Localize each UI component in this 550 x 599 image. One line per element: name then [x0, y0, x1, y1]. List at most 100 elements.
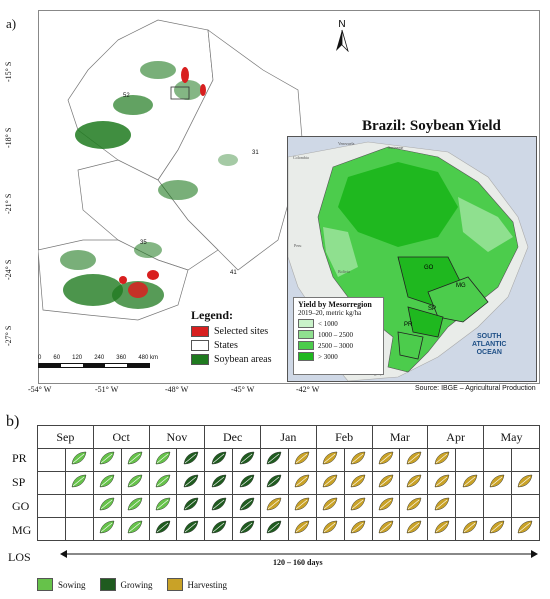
scale-tick: 240	[94, 355, 105, 361]
selected-sites	[119, 67, 206, 298]
legend-harvesting: Harvesting	[166, 578, 227, 591]
leaf-icon	[127, 451, 143, 465]
map-legend: Legend: Selected sites States Soybean ar…	[191, 308, 291, 368]
inset-state-SP: SP	[428, 306, 436, 312]
calendar-cell	[204, 494, 234, 518]
leaf-icon	[378, 474, 394, 488]
calendar-cell	[232, 494, 261, 518]
calendar-cell	[287, 471, 317, 495]
calendar-cell	[176, 471, 206, 495]
leaf-icon	[127, 520, 143, 534]
calendar-cell	[343, 448, 373, 472]
leaf-icon	[239, 520, 254, 534]
calendar-body	[37, 448, 541, 541]
leaf-icon	[378, 451, 394, 465]
calendar-cell	[510, 494, 541, 518]
legend-item-selected-sites: Selected sites	[191, 326, 291, 337]
calendar-cell	[232, 517, 261, 541]
calendar-cell	[204, 471, 234, 495]
calendar-cell	[204, 517, 234, 541]
month-header: Oct	[92, 425, 150, 449]
calendar-cell	[204, 448, 234, 472]
inset-legend-title: Yield by Mesorregion	[298, 300, 372, 309]
calendar-cell	[371, 517, 401, 541]
calendar-cell	[120, 448, 150, 472]
calendar-cell	[120, 471, 150, 495]
month-header: Mar	[371, 425, 429, 449]
leaf-icon	[350, 474, 366, 488]
north-label: N	[338, 19, 345, 30]
ocean-label: SOUTH ATLANTIC OCEAN	[472, 333, 507, 356]
leaf-icon	[434, 520, 449, 534]
leaf-icon	[155, 520, 171, 534]
calendar-cell	[455, 471, 484, 495]
leaf-icon	[518, 474, 533, 488]
row-label-PR: PR	[12, 451, 27, 465]
calendar-cell	[148, 448, 178, 472]
calendar-cell	[232, 448, 261, 472]
calendar-cell	[37, 517, 66, 541]
leaf-icon	[99, 520, 115, 534]
leaf-icon	[295, 474, 310, 488]
calendar-cell	[483, 471, 512, 495]
calendar-cell	[64, 448, 94, 472]
calendar-cell	[64, 471, 94, 495]
leaf-icon	[378, 520, 394, 534]
leaf-icon	[350, 497, 366, 511]
leaf-icon	[127, 474, 143, 488]
main-map	[38, 19, 304, 321]
scale-tick: 120	[72, 355, 83, 361]
calendar-cell	[120, 517, 150, 541]
leaf-icon	[434, 451, 449, 465]
leaf-icon	[267, 474, 282, 488]
calendar-cell	[343, 494, 373, 518]
country-label: Venezuela	[338, 141, 355, 146]
calendar-cell	[371, 494, 401, 518]
calendar-cell	[399, 471, 429, 495]
lon-tick: -51° W	[95, 385, 119, 394]
legend-item-soybean-areas: Soybean areas	[191, 354, 291, 365]
inset-legend: Yield by Mesorregion 2019–20, metric kg/…	[293, 297, 384, 375]
calendar-cell	[37, 494, 66, 518]
leaf-icon	[406, 451, 422, 465]
source-note: Source: IBGE – Agricultural Production	[415, 385, 536, 392]
leaf-icon	[99, 497, 115, 511]
calendar-cell	[455, 494, 484, 518]
leaf-icon	[295, 451, 310, 465]
leaf-icon	[72, 474, 87, 488]
row-label-MG: MG	[12, 523, 32, 537]
row-label-SP: SP	[12, 475, 26, 489]
state-code-52: 52	[123, 93, 130, 99]
calendar-cell	[176, 448, 206, 472]
calendar-cell	[92, 471, 122, 495]
calendar-cell	[260, 448, 289, 472]
month-header: May	[483, 425, 540, 449]
scale-tick: 480 km	[138, 355, 158, 361]
calendar-cell	[399, 517, 429, 541]
leaf-icon	[239, 497, 254, 511]
month-header: Feb	[315, 425, 373, 449]
calendar-cell	[510, 517, 541, 541]
calendar-cell	[148, 494, 178, 518]
leaf-icon	[267, 520, 282, 534]
calendar-cell	[260, 517, 289, 541]
lon-tick: -48° W	[165, 385, 189, 394]
calendar-row	[37, 517, 541, 541]
calendar-cell	[483, 448, 512, 472]
scale-tick: 60	[53, 355, 61, 361]
leaf-icon	[462, 474, 477, 488]
leaf-icon	[239, 474, 254, 488]
month-header: Apr	[427, 425, 484, 449]
leaf-icon	[183, 497, 199, 511]
leaf-icon	[211, 474, 226, 488]
lat-tick: -24° S	[4, 259, 13, 280]
leaf-icon	[183, 520, 199, 534]
lat-tick: -27° S	[4, 325, 13, 346]
leaf-icon	[406, 520, 422, 534]
map-legend-title: Legend:	[191, 308, 233, 322]
inset-title: Brazil: Soybean Yield	[362, 118, 501, 134]
panel-a-label: a)	[6, 16, 17, 31]
lon-tick: -54° W	[28, 385, 52, 394]
legend-item-states: States	[191, 340, 291, 351]
leaf-icon	[462, 520, 477, 534]
